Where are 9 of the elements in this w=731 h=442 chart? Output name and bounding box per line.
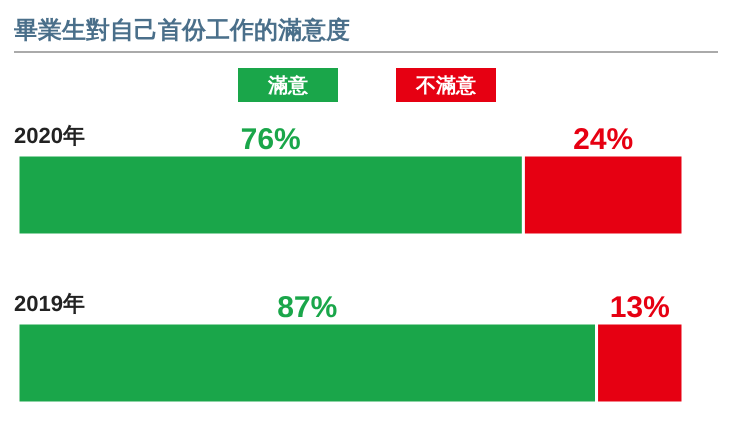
data-label: 24% <box>573 123 634 156</box>
data-label: 87% <box>277 291 338 324</box>
data-label: 13% <box>610 291 670 324</box>
y-tick-label: 2019年 <box>14 291 85 316</box>
y-tick-label: 2020年 <box>14 123 85 148</box>
text: 不滿意 <box>415 74 477 97</box>
chart-title: 畢業生對自己首份工作的滿意度 <box>13 17 350 44</box>
data-label: 76% <box>240 123 301 156</box>
text: 滿意 <box>267 74 309 97</box>
